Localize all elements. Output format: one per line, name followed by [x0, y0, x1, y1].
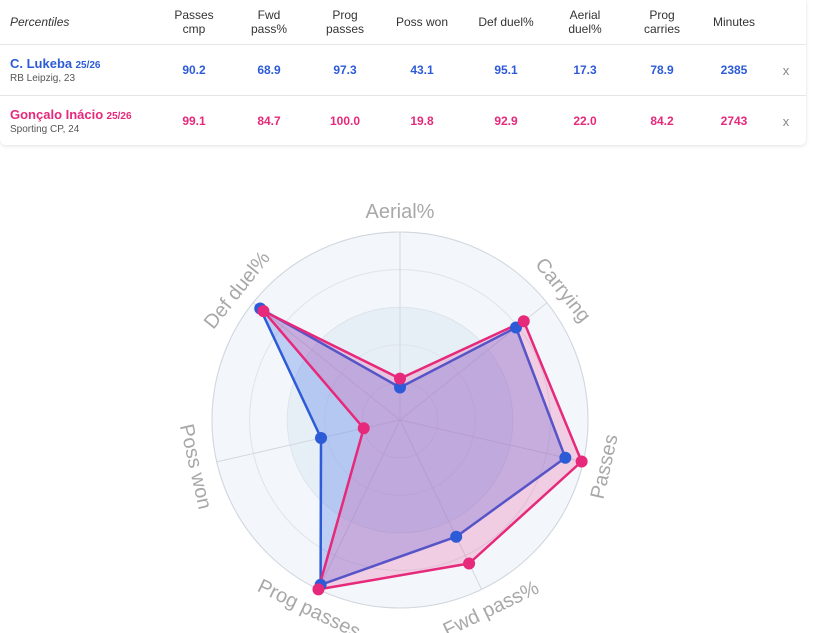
player-cell[interactable]: Gonçalo Inácio 25/26 Sporting CP, 24	[0, 95, 160, 146]
value-cell: 84.2	[622, 95, 702, 146]
radar-spoke	[252, 302, 401, 421]
column-header[interactable]: Passes cmp	[174, 8, 214, 36]
data-point	[394, 381, 406, 394]
season-label: 25/26	[75, 60, 101, 71]
club-label: RB Leipzig, 23	[10, 73, 76, 84]
table-header-row: Percentiles Passes cmp Fwd pass% Prog passe…	[0, 0, 806, 45]
value-cell: 2743	[702, 95, 766, 146]
data-point	[559, 451, 572, 464]
season-label: 25/26	[106, 111, 132, 122]
axis-label: Poss won	[175, 422, 216, 511]
value-cell: 84.7	[228, 95, 310, 146]
axis-label: Aerial%	[366, 201, 435, 223]
data-point	[463, 557, 476, 570]
value-cell: 19.8	[380, 95, 464, 146]
value-cell: 99.1	[160, 95, 228, 146]
value-cell: 2385	[702, 44, 766, 96]
value-cell: 68.9	[228, 44, 310, 96]
column-header[interactable]: Fwd pass%	[250, 8, 288, 36]
player-cell[interactable]: C. Lukeba 25/26 RB Leipzig, 23	[0, 44, 160, 96]
value-cell: 17.3	[548, 44, 622, 96]
remove-player-button[interactable]: x	[766, 95, 806, 146]
comparison-table-card: Percentiles Passes cmp Fwd pass% Prog passe…	[0, 0, 806, 146]
column-header[interactable]: Def duel%	[478, 15, 534, 29]
data-point	[257, 305, 270, 318]
data-point	[517, 315, 530, 328]
value-cell: 100.0	[310, 95, 380, 146]
column-header[interactable]: Poss won	[395, 15, 449, 29]
club-label: Sporting CP, 24	[10, 124, 80, 135]
value-cell: 95.1	[464, 44, 548, 96]
value-cell: 78.9	[622, 44, 702, 96]
axis-label: Passes	[587, 432, 623, 501]
remove-player-button[interactable]: x	[766, 44, 806, 96]
data-point	[315, 432, 328, 445]
value-cell: 97.3	[310, 44, 380, 96]
percentile-table: Percentiles Passes cmp Fwd pass% Prog passe…	[0, 0, 806, 146]
value-cell: 90.2	[160, 44, 228, 96]
table-row: C. Lukeba 25/26 RB Leipzig, 23 90.2 68.9…	[0, 44, 806, 96]
data-point	[394, 372, 406, 385]
column-header[interactable]: Aerial duel%	[568, 8, 602, 36]
column-header[interactable]: Minutes	[712, 15, 756, 29]
radar-spoke	[317, 419, 401, 590]
player-name[interactable]: C. Lukeba	[10, 56, 73, 71]
corner-label: Percentiles	[10, 15, 70, 29]
data-point	[312, 583, 325, 596]
radar-spoke	[399, 419, 584, 463]
column-header[interactable]: Prog passes	[325, 8, 365, 36]
table-row: Gonçalo Inácio 25/26 Sporting CP, 24 99.…	[0, 95, 806, 146]
data-point	[450, 530, 463, 543]
value-cell: 43.1	[380, 44, 464, 96]
series-area-2	[262, 309, 583, 591]
column-header[interactable]: Prog carries	[643, 8, 680, 36]
data-point	[575, 455, 588, 468]
series-area-1	[258, 307, 567, 587]
data-point	[357, 422, 370, 435]
player-name[interactable]: Gonçalo Inácio	[10, 107, 104, 122]
value-cell: 22.0	[548, 95, 622, 146]
value-cell: 92.9	[464, 95, 548, 146]
